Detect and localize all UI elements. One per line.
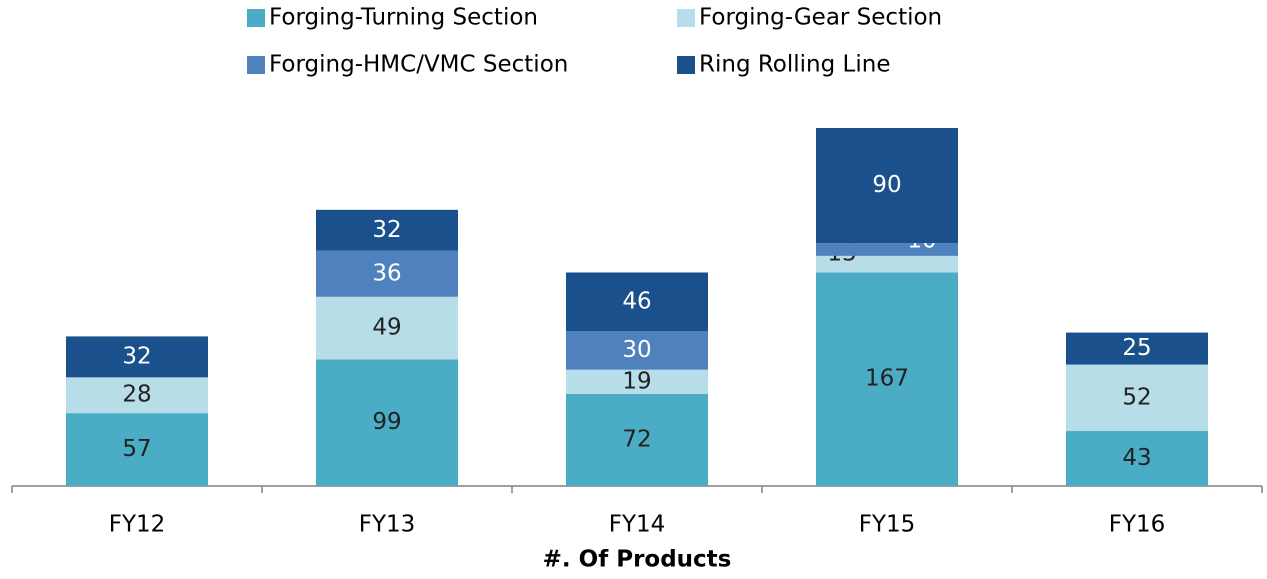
bar-segment xyxy=(566,393,708,486)
bar-segment xyxy=(566,331,708,370)
bar-segment xyxy=(816,255,958,273)
data-label: 30 xyxy=(622,337,651,363)
data-label: 19 xyxy=(622,368,651,394)
data-label: 28 xyxy=(122,382,151,408)
x-tick-label: FY15 xyxy=(859,512,916,538)
data-label: 32 xyxy=(122,343,151,369)
data-label: 167 xyxy=(865,366,909,392)
legend-swatch xyxy=(247,56,265,74)
data-label: 49 xyxy=(372,315,401,341)
legend-swatch xyxy=(247,9,265,27)
data-label: 46 xyxy=(622,288,651,314)
data-label: 57 xyxy=(122,436,151,462)
data-label: 90 xyxy=(872,172,901,198)
legend-label: Forging-Turning Section xyxy=(269,5,538,31)
bar-segment xyxy=(316,250,458,297)
legend-label: Forging-Gear Section xyxy=(699,5,942,31)
x-tick-label: FY13 xyxy=(359,512,416,538)
bar-segment xyxy=(816,272,958,486)
bar-segment xyxy=(316,209,458,251)
x-axis-title: #. Of Products xyxy=(543,547,732,573)
bar-segment xyxy=(316,359,458,486)
legend-label: Forging-HMC/VMC Section xyxy=(269,52,568,78)
data-label: 32 xyxy=(372,217,401,243)
x-tick-label: FY12 xyxy=(109,512,166,538)
data-label: 36 xyxy=(372,260,401,286)
bar-segment xyxy=(66,377,208,414)
legend-swatch xyxy=(677,9,695,27)
bar-segment xyxy=(566,272,708,332)
bar-segment xyxy=(566,369,708,394)
bar-segment xyxy=(1066,431,1208,486)
data-label: 43 xyxy=(1122,445,1151,471)
data-label: 99 xyxy=(372,409,401,435)
x-tick-label: FY16 xyxy=(1109,512,1166,538)
bar-segment xyxy=(66,413,208,486)
bar-segment xyxy=(66,336,208,378)
bar-segment xyxy=(1066,332,1208,365)
data-label: 72 xyxy=(622,426,651,452)
bar-segment xyxy=(816,128,958,244)
data-label: 25 xyxy=(1122,335,1151,361)
legend-swatch xyxy=(677,56,695,74)
data-label: 52 xyxy=(1122,384,1151,410)
bar-segment xyxy=(816,243,958,256)
bar-segment xyxy=(316,296,458,360)
x-tick-label: FY14 xyxy=(609,512,666,538)
legend-label: Ring Rolling Line xyxy=(699,52,890,78)
bar-segment xyxy=(1066,364,1208,432)
